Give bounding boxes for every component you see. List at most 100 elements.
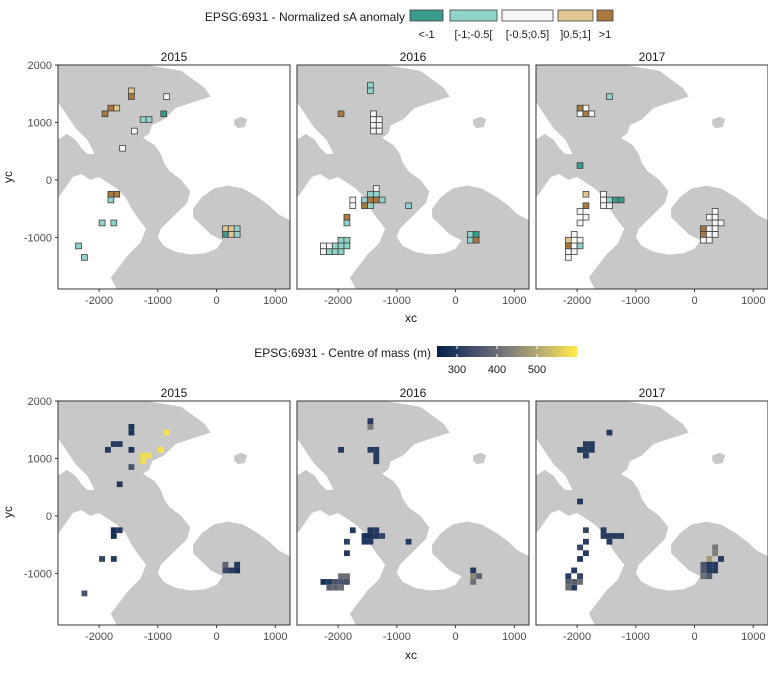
grid-cell (372, 185, 380, 192)
grid-cell (711, 213, 719, 221)
grid-cell (582, 441, 589, 447)
land-mass (536, 469, 768, 625)
grid-cell (606, 202, 613, 209)
colorbar-tick-label: 300 (448, 364, 466, 376)
grid-cell (606, 196, 613, 204)
x-tick-label: -2000 (324, 631, 352, 643)
grid-cell (370, 116, 377, 123)
grid-cell (717, 219, 725, 227)
grid-cell (110, 533, 117, 539)
grid-cell (372, 190, 380, 198)
grid-cell (606, 533, 613, 539)
bottom-legend: EPSG:6931 - Centre of mass (m) 300 400 500 (254, 346, 577, 376)
grid-cell (157, 446, 164, 453)
grid-cell (577, 544, 583, 551)
grid-cell (576, 162, 584, 169)
grid-cell (233, 225, 241, 232)
grid-cell (576, 110, 584, 118)
grid-cell (337, 110, 345, 118)
legend-label-2: [-1;-0.5[ (455, 29, 493, 41)
grid-cell (606, 93, 613, 100)
grid-cell (466, 236, 474, 244)
x-tick-label: 0 (214, 295, 220, 307)
grid-cell (706, 561, 713, 568)
map-panel-2015-centre-of-mass: 2015 -2000 -1000 0 1000 2000 1000 0 -1000 (24, 386, 291, 643)
grid-cell (375, 122, 383, 129)
grid-cell (711, 219, 719, 227)
grid-cell (233, 231, 241, 238)
panel-frame (535, 64, 768, 290)
colorbar (437, 346, 577, 357)
land-mass (536, 401, 689, 508)
grid-cell (110, 556, 117, 562)
grid-cell (326, 584, 333, 591)
grid-cell (712, 544, 719, 551)
grid-cell (375, 127, 383, 135)
grid-cell (234, 561, 241, 568)
grid-cell (228, 567, 235, 574)
grid-cell (116, 441, 123, 447)
grid-cell (576, 104, 584, 112)
grid-cell (367, 81, 374, 89)
land-mass (414, 274, 491, 289)
grid-cell (343, 579, 350, 585)
grid-cell (128, 93, 135, 100)
grid-cell (160, 110, 168, 118)
grid-cell (700, 567, 707, 574)
x-tick-label: -1000 (622, 631, 650, 643)
map-panel-2016-centre-of-mass: 2016 -2000 -1000 0 1000 (296, 386, 530, 643)
grid-cell (600, 533, 607, 539)
grid-cell (618, 533, 625, 539)
grid-cell (588, 110, 596, 118)
x-tick-label: 0 (692, 295, 698, 307)
grid-cell (140, 452, 147, 459)
grid-cell (222, 225, 229, 232)
grid-cell (367, 190, 374, 198)
legend-key-1 (409, 9, 444, 22)
top-legend: EPSG:6931 - Normalized sA anomaly <-1 [-1… (205, 9, 614, 41)
grid-cell (163, 429, 170, 436)
grid-cell (617, 196, 625, 204)
grid-cell (588, 441, 595, 447)
grid-cell (128, 446, 135, 453)
y-tick-label: 2000 (28, 396, 52, 408)
x-tick-label: 1000 (502, 295, 526, 307)
grid-cell (564, 242, 572, 250)
grid-cell (565, 573, 572, 580)
land-mass (653, 274, 730, 289)
grid-cell (711, 231, 719, 238)
grid-cell (600, 527, 607, 534)
grid-cell (564, 248, 572, 255)
grid-cell (81, 590, 88, 597)
grid-cell (606, 429, 613, 436)
x-tick-label: -1000 (144, 295, 172, 307)
grid-cell (338, 579, 344, 585)
grid-cell (110, 527, 117, 534)
grid-cell (349, 202, 357, 209)
grid-cell (564, 236, 572, 244)
grid-cell (712, 567, 719, 574)
legend-label-3: [-0.5;0.5] (506, 29, 549, 41)
land-mass (536, 133, 768, 289)
grid-cell (331, 242, 339, 250)
grid-cell (378, 196, 386, 204)
grid-cell (128, 423, 135, 430)
panel-title: 2016 (400, 386, 427, 400)
grid-cell (582, 452, 589, 459)
grid-cell (612, 533, 619, 539)
grid-cell (361, 538, 368, 545)
grid-cell (337, 236, 345, 244)
land-mass (58, 65, 211, 172)
panel-frame (296, 64, 530, 290)
grid-cell (606, 538, 613, 545)
grid-cell (611, 196, 619, 204)
grid-cell (163, 93, 170, 100)
grid-cell (110, 219, 118, 227)
grid-cell (116, 527, 123, 534)
panel-frame (296, 400, 530, 626)
grid-cell (361, 533, 368, 539)
land-mass (58, 401, 211, 508)
grid-cell (571, 567, 578, 574)
land-mass (175, 274, 252, 289)
grid-cell (343, 242, 351, 250)
